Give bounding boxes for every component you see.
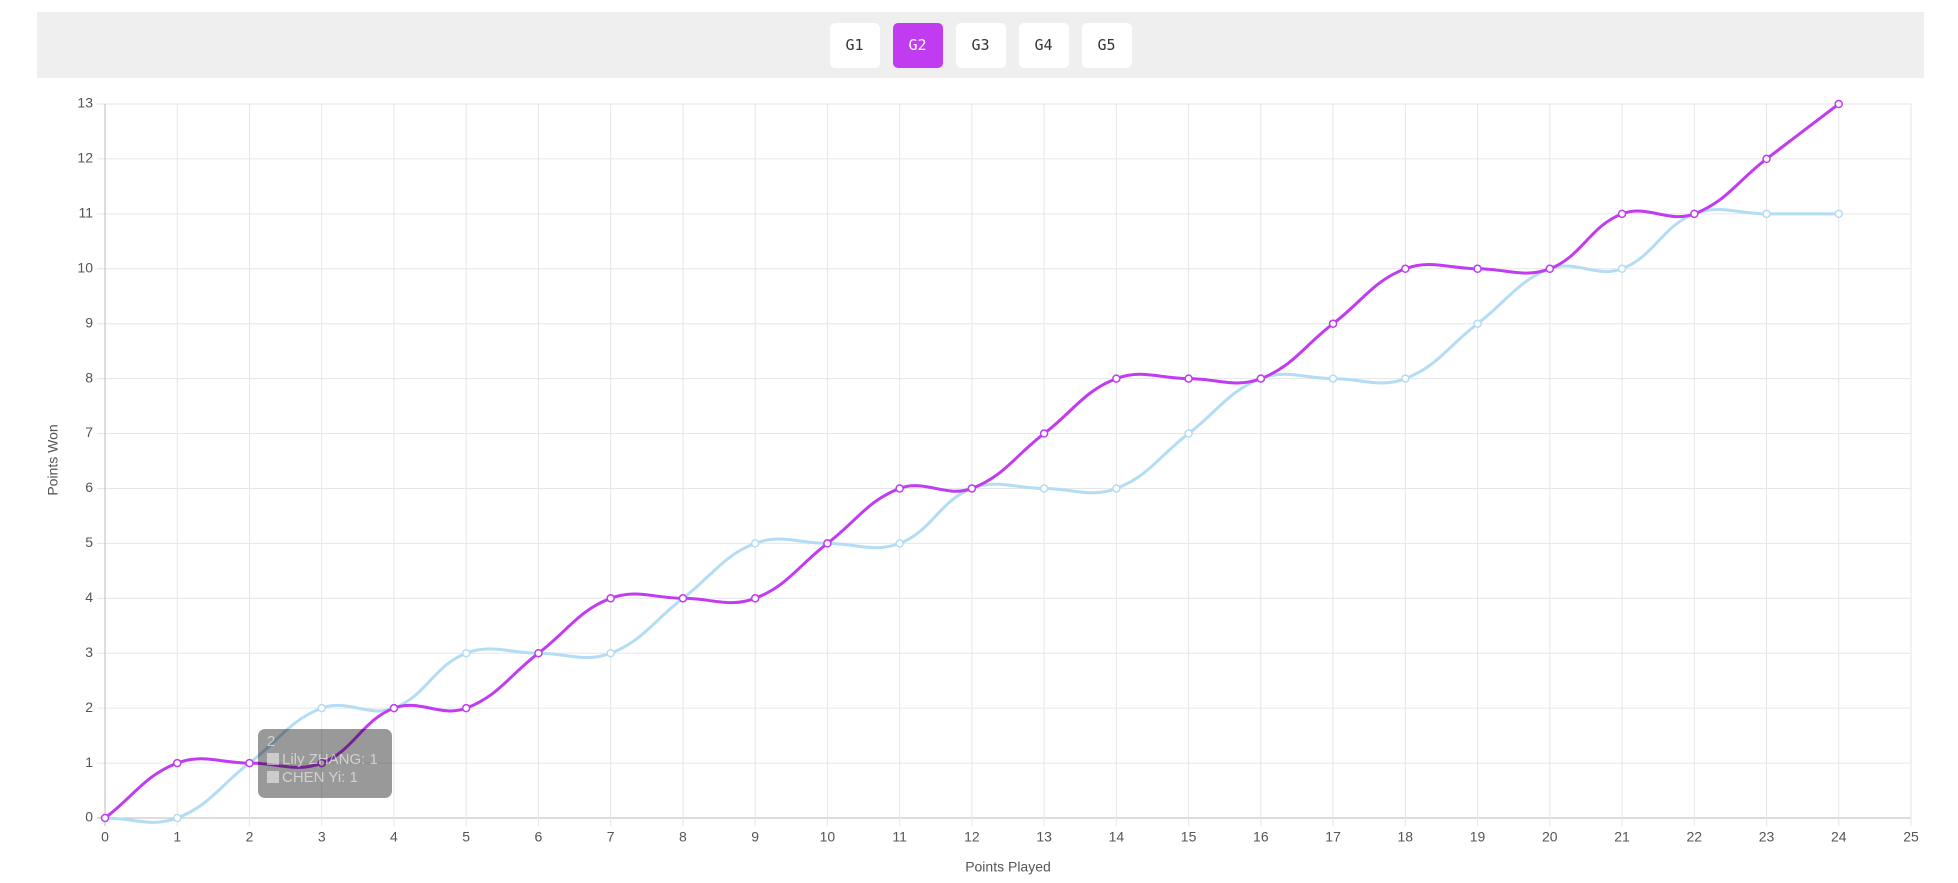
y-tick-label: 1 [85,754,93,770]
x-tick-label: 1 [173,829,181,845]
y-tick-label: 9 [85,314,93,330]
data-point [750,594,760,603]
y-tick-label: 13 [77,95,93,111]
tooltip: 2 Lily ZHANG: 1 CHEN Yi: 1 [258,729,392,798]
data-point [1762,209,1771,219]
x-tick-label: 15 [1181,829,1197,845]
y-tick-label: 11 [78,205,93,221]
data-point [534,648,543,658]
x-axis-title: Points Played [965,859,1051,875]
y-tick-label: 8 [85,369,93,385]
x-tick-label: 11 [892,829,907,845]
data-point [1184,374,1193,383]
y-tick-label: 3 [85,644,93,660]
y-tick-label: 6 [85,479,93,495]
x-tick-label: 14 [1109,829,1125,845]
data-point [461,648,471,658]
data-point [967,484,977,493]
data-point [389,703,399,713]
x-tick-label: 4 [390,829,398,845]
game-button[interactable]: G2 [892,22,943,68]
data-point [606,648,615,658]
y-tick-label: 0 [85,809,93,825]
data-point [1617,209,1627,219]
x-tick-label: 20 [1542,829,1558,845]
data-point [1112,374,1121,383]
data-point [1473,319,1482,328]
data-point [750,539,760,548]
data-point [1256,374,1266,383]
data-point [1473,264,1482,274]
x-tick-label: 7 [607,829,615,845]
x-tick-label: 3 [318,829,326,845]
x-tick-label: 17 [1325,829,1341,845]
data-point [1617,264,1627,274]
data-point [1039,484,1049,493]
data-point [317,758,326,768]
tooltip-text: CHEN Yi: 1 [282,769,358,786]
x-tick-label: 5 [462,829,470,845]
data-point [1184,429,1193,438]
y-tick-label: 4 [85,589,93,605]
data-point [100,813,110,823]
y-tick-label: 7 [85,424,93,440]
data-point [1328,319,1338,328]
data-point [895,484,904,493]
x-tick-label: 2 [246,829,254,845]
tooltip-item: Lily ZHANG: 1 [267,751,383,769]
tooltip-swatch [267,753,279,765]
data-point [1834,209,1844,219]
y-axis-title: Points Won [45,424,61,495]
x-tick-label: 0 [101,829,109,845]
data-point [1039,429,1049,438]
tooltip-swatch [267,771,279,783]
x-tick-label: 18 [1398,829,1414,845]
data-point [1545,264,1555,274]
data-point [823,539,832,548]
data-point [895,539,904,548]
x-tick-label: 8 [679,829,687,845]
x-tick-label: 16 [1253,829,1269,845]
data-point [1328,374,1338,383]
game-button[interactable]: G1 [829,22,880,68]
data-point [1401,264,1410,274]
x-tick-label: 10 [820,829,836,845]
data-point [1112,484,1121,493]
x-tick-label: 12 [964,829,980,845]
data-point [317,703,326,713]
x-tick-label: 19 [1470,829,1486,845]
tooltip-title: 2 [267,733,276,750]
game-selector: G1 G2 G3 G4 G5 [37,12,1924,78]
tooltip-item: CHEN Yi: 1 [267,769,383,787]
x-tick-label: 13 [1036,829,1052,845]
x-tick-label: 9 [751,829,759,845]
game-button[interactable]: G4 [1018,22,1069,68]
data-point [1690,209,1699,219]
y-tick-label: 2 [85,699,93,715]
x-tick-label: 24 [1831,829,1847,845]
x-tick-label: 21 [1614,829,1630,845]
x-tick-label: 22 [1686,829,1702,845]
data-point [1762,154,1771,164]
y-tick-label: 5 [85,534,93,550]
y-tick-label: 10 [77,259,93,275]
data-point [245,758,254,768]
game-button[interactable]: G5 [1081,22,1132,68]
y-tick-label: 12 [77,150,93,166]
data-point [606,594,615,603]
data-point [1834,99,1844,109]
data-point [172,758,182,768]
data-point [172,813,182,823]
x-tick-label: 23 [1759,829,1775,845]
game-button[interactable]: G3 [955,22,1006,68]
x-tick-label: 6 [535,829,543,845]
data-point [1401,374,1410,383]
data-point [461,703,471,713]
data-point [678,594,688,603]
x-tick-label: 25 [1903,829,1919,845]
tooltip-text: Lily ZHANG: 1 [282,751,378,768]
